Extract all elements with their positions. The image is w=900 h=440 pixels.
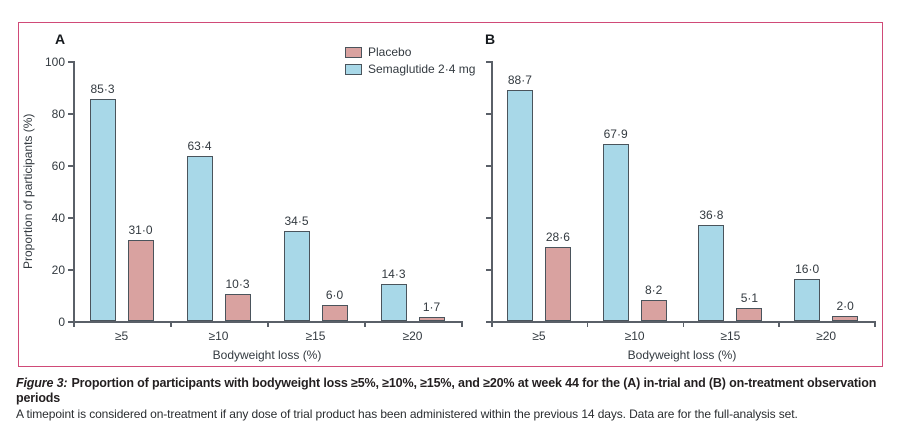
bar-semaglutide bbox=[89, 99, 116, 321]
x-tick-label: ≥10 bbox=[624, 329, 645, 343]
x-tick bbox=[491, 321, 493, 327]
y-tick bbox=[68, 61, 73, 63]
legend-item: Placebo bbox=[345, 45, 475, 59]
x-tick-label: ≥15 bbox=[305, 329, 326, 343]
bar-placebo bbox=[640, 299, 667, 321]
y-tick-label: 40 bbox=[51, 211, 65, 225]
bar-value-label: 2·0 bbox=[836, 298, 854, 313]
bar-value-label: 14·3 bbox=[381, 266, 406, 281]
legend-swatch-icon bbox=[345, 63, 362, 75]
y-tick-label: 100 bbox=[44, 55, 65, 69]
bar-placebo bbox=[736, 307, 763, 321]
caption-note: A timepoint is considered on-treatment i… bbox=[16, 407, 798, 421]
x-tick-label: ≥15 bbox=[720, 329, 741, 343]
y-axis bbox=[73, 61, 75, 323]
x-tick bbox=[73, 321, 75, 327]
legend-item-label: Placebo bbox=[368, 45, 412, 59]
bar-value-label: 88·7 bbox=[507, 73, 532, 88]
y-tick bbox=[486, 113, 491, 115]
legend-swatch-icon bbox=[345, 46, 362, 58]
y-tick bbox=[68, 113, 73, 115]
legend-item-label: Semaglutide 2·4 mg bbox=[368, 62, 476, 76]
y-tick bbox=[68, 321, 73, 323]
bar-value-label: 36·8 bbox=[699, 208, 724, 223]
figure-box: A B Proportion of participants (%) Place… bbox=[18, 22, 883, 367]
bar-placebo bbox=[418, 316, 445, 321]
legend: Placebo Semaglutide 2·4 mg bbox=[345, 45, 475, 79]
x-tick-label: ≥20 bbox=[816, 329, 837, 343]
bar-value-label: 28·6 bbox=[545, 229, 570, 244]
bar-value-label: 16·0 bbox=[795, 262, 820, 277]
x-tick bbox=[364, 321, 366, 327]
y-tick bbox=[68, 269, 73, 271]
bar-value-label: 85·3 bbox=[90, 82, 115, 97]
y-tick bbox=[486, 217, 491, 219]
bar-semaglutide bbox=[506, 90, 533, 321]
y-tick bbox=[68, 217, 73, 219]
bar-value-label: 34·5 bbox=[284, 214, 309, 229]
x-tick-label: ≥5 bbox=[114, 329, 129, 343]
bar-semaglutide bbox=[602, 144, 629, 321]
x-tick bbox=[267, 321, 269, 327]
x-tick-label: ≥5 bbox=[532, 329, 546, 343]
bar-value-label: 10·3 bbox=[225, 277, 250, 292]
x-tick bbox=[682, 321, 684, 327]
bar-placebo bbox=[544, 246, 571, 321]
y-tick-label: 0 bbox=[58, 315, 65, 329]
x-tick-label: ≥20 bbox=[402, 329, 423, 343]
bar-value-label: 8·2 bbox=[644, 282, 663, 297]
bar-placebo bbox=[321, 305, 348, 321]
legend-item: Semaglutide 2·4 mg bbox=[345, 62, 475, 76]
bar-value-label: 5·1 bbox=[740, 290, 759, 305]
x-tick-label: ≥10 bbox=[208, 329, 229, 343]
y-tick-label: 80 bbox=[51, 107, 65, 121]
figure-caption: Figure 3: Proportion of participants with… bbox=[16, 376, 894, 422]
caption-title-line2: periods bbox=[16, 391, 61, 405]
bar-value-label: 67·9 bbox=[603, 127, 628, 142]
x-tick bbox=[586, 321, 589, 327]
panel-a-label: A bbox=[55, 31, 66, 47]
y-tick bbox=[486, 269, 491, 271]
bar-semaglutide bbox=[794, 279, 821, 321]
panel-b-label: B bbox=[485, 31, 496, 47]
chart-panel-a: 0 20 40 60 80 100 ≥5 85·3 31·0 ≥10 63·4 10·3 ≥15 34·5… bbox=[19, 23, 882, 366]
y-tick bbox=[486, 165, 491, 167]
x-tick bbox=[778, 321, 780, 327]
y-axis bbox=[491, 61, 493, 323]
bar-placebo bbox=[127, 240, 154, 321]
bar-semaglutide bbox=[186, 156, 213, 321]
x-tick bbox=[461, 321, 463, 327]
bar-semaglutide bbox=[380, 283, 407, 321]
bar-semaglutide bbox=[283, 231, 310, 321]
y-tick bbox=[68, 165, 73, 167]
x-axis-title-b: Bodyweight loss (%) bbox=[627, 348, 737, 362]
x-axis-title-a: Bodyweight loss (%) bbox=[212, 348, 322, 362]
bar-value-label: 31·0 bbox=[128, 223, 153, 238]
bar-semaglutide bbox=[698, 225, 725, 321]
bar-placebo bbox=[224, 294, 251, 321]
y-tick-label: 60 bbox=[51, 159, 65, 173]
bar-value-label: 1·7 bbox=[422, 299, 441, 314]
bar-placebo bbox=[832, 315, 859, 321]
caption-title: Figure 3: Proportion of participants with… bbox=[16, 376, 894, 391]
caption-title-text: Proportion of participants with bodyweig… bbox=[71, 376, 877, 390]
bar-value-label: 63·4 bbox=[187, 139, 212, 154]
y-tick bbox=[486, 61, 491, 63]
caption-figure-label: Figure 3: bbox=[16, 376, 68, 390]
y-tick bbox=[486, 321, 491, 323]
bar-value-label: 6·0 bbox=[325, 288, 344, 303]
chart-panel-b: ≥5 88·7 28·6 ≥10 67·9 8·2 ≥15 36·8 5·1 ≥20 16·0 2·0 bbox=[19, 23, 882, 366]
x-tick bbox=[170, 321, 172, 327]
x-tick bbox=[874, 321, 876, 327]
y-tick-label: 20 bbox=[51, 263, 65, 277]
